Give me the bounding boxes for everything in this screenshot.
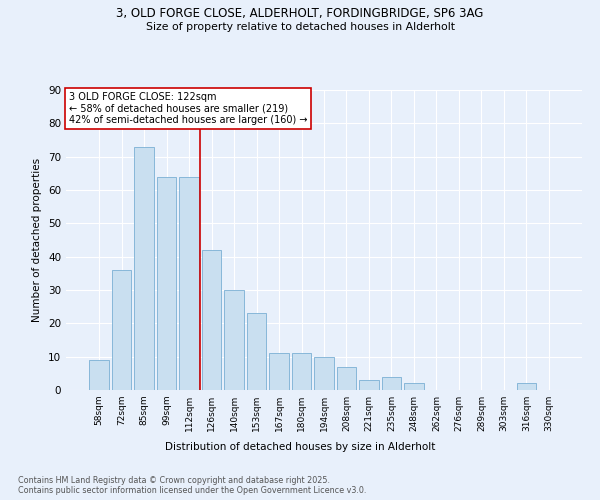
Bar: [314, 356, 334, 390]
Text: 3, OLD FORGE CLOSE, ALDERHOLT, FORDINGBRIDGE, SP6 3AG: 3, OLD FORGE CLOSE, ALDERHOLT, FORDINGBR…: [116, 8, 484, 20]
Text: Contains HM Land Registry data © Crown copyright and database right 2025.
Contai: Contains HM Land Registry data © Crown c…: [18, 476, 367, 495]
Bar: [269, 354, 289, 390]
Bar: [517, 384, 536, 390]
Bar: [89, 360, 109, 390]
Bar: [292, 354, 311, 390]
Text: 3 OLD FORGE CLOSE: 122sqm
← 58% of detached houses are smaller (219)
42% of semi: 3 OLD FORGE CLOSE: 122sqm ← 58% of detac…: [68, 92, 307, 124]
Text: Distribution of detached houses by size in Alderholt: Distribution of detached houses by size …: [165, 442, 435, 452]
Bar: [179, 176, 199, 390]
Bar: [202, 250, 221, 390]
Bar: [382, 376, 401, 390]
Bar: [404, 384, 424, 390]
Bar: [247, 314, 266, 390]
Y-axis label: Number of detached properties: Number of detached properties: [32, 158, 43, 322]
Bar: [224, 290, 244, 390]
Bar: [157, 176, 176, 390]
Bar: [359, 380, 379, 390]
Bar: [337, 366, 356, 390]
Bar: [134, 146, 154, 390]
Bar: [112, 270, 131, 390]
Text: Size of property relative to detached houses in Alderholt: Size of property relative to detached ho…: [146, 22, 455, 32]
